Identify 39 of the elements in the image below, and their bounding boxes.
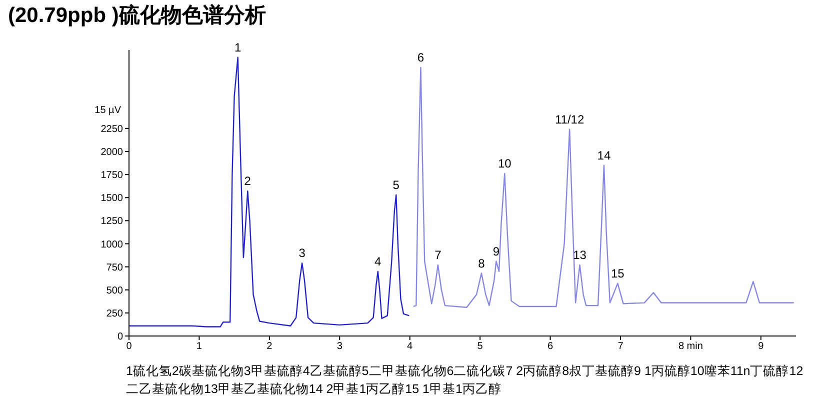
x-tick-label: 9 [758, 341, 764, 352]
x-tick-label: 1 [196, 341, 202, 352]
x-tick-label: 7 [618, 341, 624, 352]
line-series [412, 66, 794, 308]
annotation: 13 [573, 248, 587, 262]
annotation: 7 [434, 248, 442, 262]
annotation: 9 [492, 244, 500, 258]
annotation: 6 [417, 50, 424, 65]
y-tick-label: 1000 [100, 239, 124, 250]
x-tick-label: 0 [126, 341, 132, 352]
annotation: 14 [597, 148, 611, 162]
y-tick-label: 2000 [100, 147, 124, 158]
annotation: 15 [610, 266, 625, 280]
y-tick-label: 1250 [100, 216, 124, 228]
annotation: 11/12 [555, 112, 584, 126]
x-tick-label: 6 [547, 341, 554, 352]
x-tick-label: 2 [266, 341, 273, 352]
annotation: 8 [478, 256, 486, 270]
x-tick-label: 3 [336, 341, 343, 352]
y-axis-title: 15 µV [94, 105, 122, 116]
annotation: 3 [298, 246, 306, 260]
annotation: 10 [498, 156, 512, 171]
chart-title: (20.79ppb )硫化物色谱分析 [8, 2, 267, 29]
y-tick-label: 250 [106, 308, 124, 320]
x-tick-label: 8 min [678, 341, 703, 352]
x-tick-label: 5 [477, 341, 484, 352]
line-series [129, 56, 410, 328]
y-tick-label: 500 [106, 285, 124, 296]
y-tick-label: 1500 [100, 193, 124, 204]
y-tick-label: 0 [117, 332, 124, 343]
x-tick-label: 4 [407, 341, 414, 352]
text: 1硫化氢2碳基硫化物3甲基硫醇4乙基硫醇5二甲基硫化物6二硫化碳7 2丙硫醇8叔丁基硫醇9 1丙硫醇10噻苯11n丁硫醇12二乙基硫化物13甲基乙基硫化物14 2甲基1丙乙醇15 1甲基1丙乙醇 [126, 363, 804, 398]
y-tick-label: 750 [106, 262, 124, 274]
annotation: 4 [374, 254, 382, 268]
annotation: 5 [392, 178, 400, 192]
annotation: 1 [234, 40, 242, 54]
annotation: 2 [244, 174, 252, 188]
y-tick-label: 1750 [100, 170, 124, 182]
y-tick-label: 2250 [100, 124, 124, 135]
